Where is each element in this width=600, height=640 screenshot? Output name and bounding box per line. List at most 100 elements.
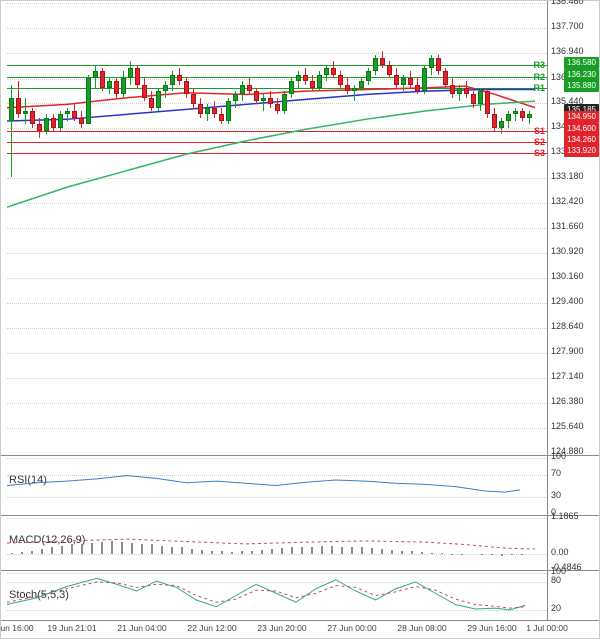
price-plot-area[interactable]: R3R2R1S1S2S3 [7,3,547,453]
candle[interactable] [520,108,525,121]
candle[interactable] [58,111,63,131]
candle[interactable] [303,68,308,85]
candle[interactable] [219,108,224,125]
price-ytick: 138.460 [551,0,584,6]
price-panel[interactable]: R3R2R1S1S2S3 124.880125.640126.380127.14… [1,1,599,455]
candle[interactable] [135,65,140,88]
candle[interactable] [415,78,420,95]
sr-badge-R3: 136.580 [564,57,599,69]
candle[interactable] [450,78,455,98]
candle[interactable] [198,98,203,118]
candle[interactable] [247,78,252,95]
stoch-k [7,578,525,610]
candle[interactable] [331,61,336,78]
candle[interactable] [408,71,413,88]
candle[interactable] [37,118,42,138]
candle[interactable] [506,111,511,128]
stoch-ytick: 20 [551,603,561,613]
candle[interactable] [478,88,483,111]
x-axis: un 16:0019 Jun 21:0121 Jun 04:0022 Jun 1… [1,620,599,640]
rsi-panel[interactable]: RSI(14) 03070100 [1,455,599,515]
candle[interactable] [205,104,210,121]
candle[interactable] [282,91,287,114]
sr-badge-S3: 133.920 [564,145,599,157]
candle[interactable] [422,65,427,95]
sr-badge-S1: 134.600 [564,123,599,135]
candle[interactable] [492,108,497,131]
candle[interactable] [338,71,343,88]
candle[interactable] [44,114,49,134]
candle[interactable] [464,81,469,98]
candle[interactable] [457,85,462,102]
candle[interactable] [380,51,385,68]
candle[interactable] [254,88,259,105]
rsi-ytick: 70 [551,468,561,478]
candle[interactable] [485,88,490,118]
candle[interactable] [352,85,357,102]
candle[interactable] [9,85,14,178]
stoch-plot-area[interactable] [7,573,547,618]
candle[interactable] [184,78,189,98]
candle[interactable] [233,91,238,108]
candle[interactable] [121,71,126,98]
candle[interactable] [177,68,182,85]
xaxis-tick: 29 Jun 16:00 [467,623,516,633]
candle[interactable] [79,111,84,128]
candle[interactable] [359,78,364,91]
xaxis-tick: un 16:00 [0,623,33,633]
sr-badge-S2: 134.260 [564,134,599,146]
candle[interactable] [289,78,294,98]
candle[interactable] [310,75,315,92]
macd-ytick: 1.1865 [551,511,579,521]
rsi-plot-area[interactable] [7,458,547,513]
candle[interactable] [261,94,266,111]
candle[interactable] [373,55,378,75]
candle[interactable] [23,98,28,125]
candle[interactable] [30,108,35,128]
candle[interactable] [93,65,98,88]
candle[interactable] [86,75,91,125]
macd-panel[interactable]: MACD(12,26,9) 1.18650.00-0.4846 [1,515,599,570]
candle[interactable] [394,68,399,88]
macd-plot-area[interactable] [7,518,547,568]
candle[interactable] [401,75,406,92]
price-ytick: 125.640 [551,421,584,431]
candle[interactable] [149,91,154,111]
candle[interactable] [114,78,119,98]
candle[interactable] [275,98,280,115]
candle[interactable] [142,78,147,101]
xaxis-tick: 22 Jun 12:00 [187,623,236,633]
candle[interactable] [268,91,273,108]
candle[interactable] [240,81,245,101]
candle[interactable] [128,61,133,84]
rsi-ytick: 30 [551,490,561,500]
candle[interactable] [156,88,161,111]
candle[interactable] [436,55,441,75]
candle[interactable] [170,71,175,91]
candle[interactable] [471,91,476,108]
candle[interactable] [191,88,196,108]
candle[interactable] [212,101,217,118]
candle[interactable] [443,68,448,88]
sr-badge-R1: 135.880 [564,80,599,92]
candle[interactable] [163,81,168,98]
stoch-panel[interactable]: Stoch(5,5,3) 2080100 [1,570,599,620]
candle[interactable] [72,104,77,121]
candle[interactable] [429,55,434,75]
candle[interactable] [226,98,231,125]
candle[interactable] [107,78,112,95]
candle[interactable] [527,111,532,124]
candle[interactable] [16,81,21,117]
price-ytick: 137.700 [551,21,584,31]
candle[interactable] [387,61,392,78]
candle[interactable] [65,108,70,121]
candle[interactable] [296,71,301,88]
candle[interactable] [513,108,518,121]
candle[interactable] [345,78,350,95]
candle[interactable] [499,118,504,135]
candle[interactable] [317,71,322,91]
candle[interactable] [324,65,329,82]
candle[interactable] [100,68,105,91]
candle[interactable] [366,68,371,85]
candle[interactable] [51,114,56,131]
